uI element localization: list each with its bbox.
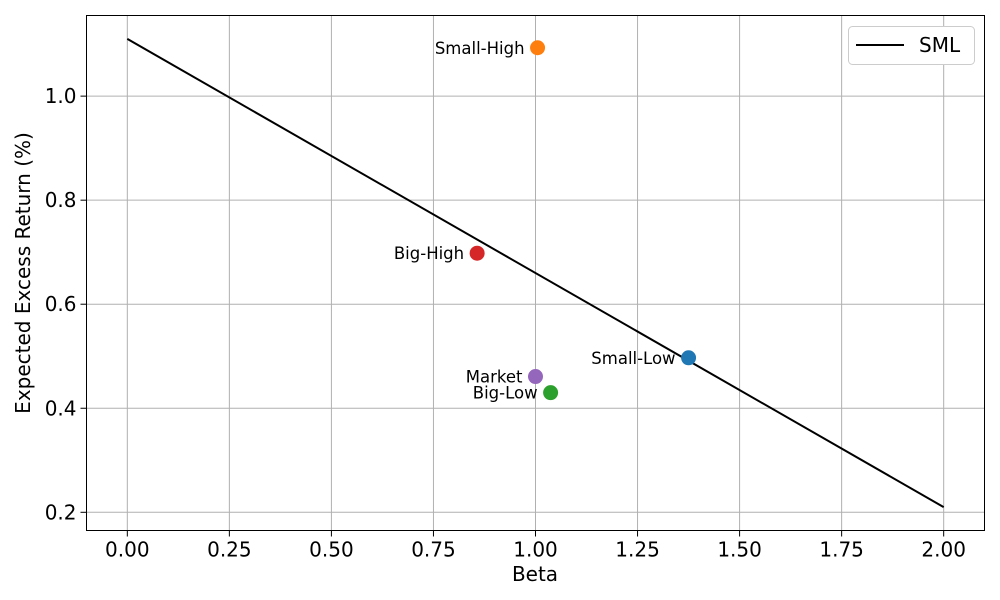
y-axis-label: Expected Excess Return (%) <box>11 132 35 414</box>
point-small-high <box>530 40 546 56</box>
legend-sml-label: SML <box>919 33 961 57</box>
legend-box <box>848 26 975 65</box>
point-label-big-low: Big-Low <box>473 384 538 403</box>
y-tick-label: 1.0 <box>45 84 77 108</box>
x-tick-label: 1.50 <box>717 538 762 562</box>
x-tick-label: 1.75 <box>819 538 864 562</box>
x-tick-label: 0.50 <box>309 538 354 562</box>
point-label-market: Market <box>466 368 523 387</box>
x-tick-label: 1.00 <box>513 538 558 562</box>
y-tick-label: 0.4 <box>45 396 77 420</box>
grid <box>86 15 985 531</box>
point-label-small-high: Small-High <box>435 39 525 58</box>
point-label-big-high: Big-High <box>394 244 464 263</box>
point-market <box>528 369 543 385</box>
series: Small-Low Small-High Big-Low Big-High Market <box>126 38 945 508</box>
y-tick-label: 0.2 <box>45 500 77 524</box>
x-tick-label: 0.00 <box>105 538 150 562</box>
sml-line <box>126 38 945 508</box>
point-big-high <box>469 245 485 261</box>
x-axis-label: Beta <box>512 562 558 586</box>
point-big-low <box>543 385 559 401</box>
x-tick-label: 0.25 <box>207 538 252 562</box>
point-small-low <box>681 350 697 366</box>
x-tick-label: 1.25 <box>615 538 660 562</box>
y-tick-label: 0.6 <box>45 292 77 316</box>
legend: SML <box>848 26 975 65</box>
y-tick-label: 0.8 <box>45 188 77 212</box>
x-tick-label: 2.00 <box>921 538 966 562</box>
x-tick-label: 0.75 <box>411 538 456 562</box>
ticks: 0.00 0.25 0.50 0.75 1.00 1.25 1.50 1.75 2.00 0.2 0… <box>45 84 966 561</box>
point-label-small-low: Small-Low <box>591 349 675 368</box>
